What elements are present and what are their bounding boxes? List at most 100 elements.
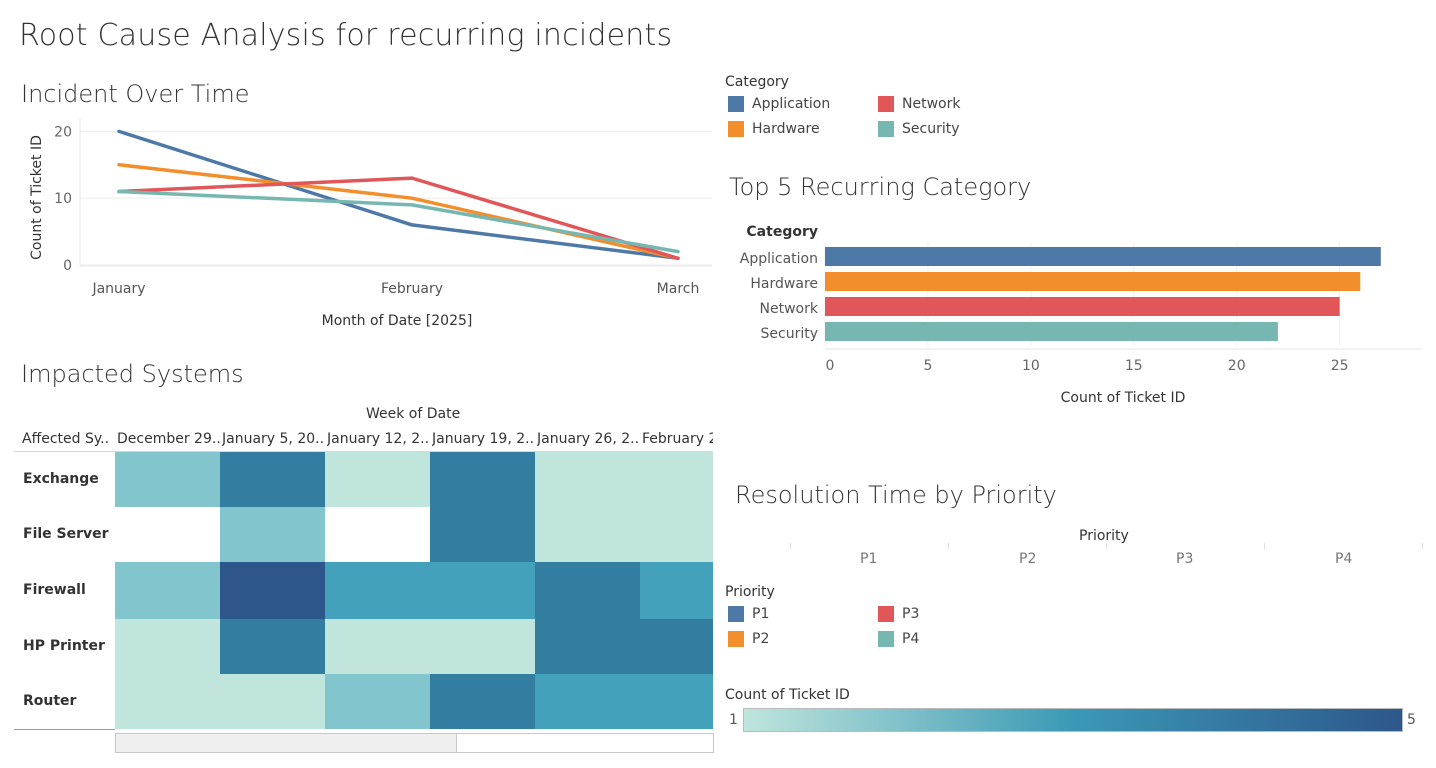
heatmap-cell[interactable]: [220, 674, 325, 729]
heatmap-cell[interactable]: [535, 452, 640, 507]
scrollbar-thumb[interactable]: [116, 734, 457, 752]
bar-category-header: Category: [746, 224, 818, 240]
series-line-security: [117, 189, 680, 254]
priority-legend-title: Priority: [725, 584, 775, 600]
heatmap-column-label[interactable]: January 12, 2..: [327, 431, 430, 447]
priority-column-p4: P4: [1335, 551, 1353, 567]
heatmap-cell[interactable]: [325, 562, 430, 619]
priority-divider: [948, 543, 949, 549]
series-line-application: [117, 129, 680, 261]
color-gradient-bar[interactable]: [743, 708, 1403, 732]
heatmap-cell[interactable]: [430, 507, 535, 562]
heatmap-cell[interactable]: [325, 674, 430, 729]
legend-swatch: [878, 96, 894, 112]
priority-column-p3: P3: [1176, 551, 1194, 567]
heatmap-row-label[interactable]: Exchange: [23, 470, 99, 487]
line-chart[interactable]: 0 10 20 January February March Month of Date […: [0, 110, 715, 335]
bar-application: [825, 247, 1381, 266]
heatmap-cell[interactable]: [115, 562, 220, 619]
bar-security: [825, 322, 1278, 341]
heatmap-cell[interactable]: [640, 674, 713, 729]
legend-item-network[interactable]: Network: [878, 96, 960, 112]
heatmap-cell[interactable]: [535, 674, 640, 729]
legend-item-security[interactable]: Security: [878, 121, 960, 137]
legend-swatch: [728, 631, 744, 647]
heatmap-cell[interactable]: [220, 452, 325, 507]
heatmap-cell[interactable]: [640, 452, 713, 507]
bar-chart[interactable]: Category Application Hardware Network Securi…: [725, 215, 1430, 410]
heatmap-column-label[interactable]: January 5, 20..: [222, 431, 325, 447]
legend-swatch: [878, 606, 894, 622]
legend-label: P1: [752, 606, 770, 622]
legend-item-p2[interactable]: P2: [728, 631, 769, 647]
heatmap-cell[interactable]: [220, 507, 325, 562]
legend-label: Security: [902, 121, 960, 137]
legend-swatch: [878, 121, 894, 137]
heatmap-cell[interactable]: [115, 452, 220, 507]
legend-swatch: [728, 606, 744, 622]
heatmap-bottom-divider: [14, 729, 115, 730]
horizontal-scrollbar[interactable]: [115, 733, 714, 753]
heatmap-cell[interactable]: [640, 619, 713, 674]
heatmap-column-label[interactable]: January 19, 2..: [432, 431, 535, 447]
heatmap-cell[interactable]: [325, 452, 430, 507]
legend-swatch: [728, 96, 744, 112]
legend-item-application[interactable]: Application: [728, 96, 830, 112]
x-tick-label: 0: [826, 358, 835, 374]
heatmap-row-label[interactable]: HP Printer: [23, 637, 105, 654]
x-tick-label: 15: [1125, 358, 1143, 374]
legend-item-p1[interactable]: P1: [728, 606, 769, 622]
heatmap-cell[interactable]: [220, 562, 325, 619]
priority-divider: [1422, 543, 1423, 549]
heatmap-cell[interactable]: [640, 507, 713, 562]
x-axis-title: Month of Date [2025]: [322, 313, 473, 329]
x-tick-label: 25: [1331, 358, 1349, 374]
heatmap-cell[interactable]: [640, 562, 713, 619]
legend-label: P4: [902, 631, 920, 647]
heatmap-row-label[interactable]: Router: [23, 692, 77, 709]
priority-divider: [790, 543, 791, 549]
priority-column-p2: P2: [1019, 551, 1037, 567]
color-legend-min: 1: [729, 712, 738, 728]
heatmap-cell[interactable]: [430, 619, 535, 674]
legend-label: Network: [902, 96, 961, 112]
x-tick-label: 5: [923, 358, 932, 374]
heatmap-cell[interactable]: [535, 562, 640, 619]
legend-item-p3[interactable]: P3: [878, 606, 919, 622]
x-tick-label: February: [381, 281, 443, 297]
heatmap-cell[interactable]: [535, 507, 640, 562]
heatmap-cell[interactable]: [115, 674, 220, 729]
heatmap-cell[interactable]: [115, 619, 220, 674]
series-line-hardware: [117, 163, 680, 261]
legend-swatch: [878, 631, 894, 647]
heatmap-column-label[interactable]: December 29..: [117, 431, 220, 447]
legend-item-p4[interactable]: P4: [878, 631, 919, 647]
legend-item-hardware[interactable]: Hardware: [728, 121, 820, 137]
legend-label: P3: [902, 606, 920, 622]
heatmap-row-label[interactable]: Firewall: [23, 581, 86, 598]
heatmap-column-header: Week of Date: [366, 406, 461, 422]
series-line-network: [117, 176, 680, 261]
line-chart-title: Incident Over Time: [21, 80, 250, 108]
priority-column-p1: P1: [860, 551, 878, 567]
bar-category-label: Security: [761, 326, 819, 342]
heatmap-column-label[interactable]: January 26, 2..: [537, 431, 640, 447]
heatmap-title: Impacted Systems: [21, 360, 244, 388]
heatmap-row-header[interactable]: Affected Sy..: [22, 431, 110, 447]
dashboard-title: Root Cause Analysis for recurring incide…: [19, 18, 673, 53]
heatmap-cell[interactable]: [430, 674, 535, 729]
bar-chart-title: Top 5 Recurring Category: [729, 173, 1032, 201]
heatmap-cell[interactable]: [220, 619, 325, 674]
x-tick-label: 20: [1228, 358, 1246, 374]
heatmap-column-label[interactable]: February 2: [642, 431, 713, 447]
y-tick-label: 10: [54, 191, 72, 207]
x-tick-label: January: [91, 281, 145, 297]
heatmap-cell[interactable]: [430, 562, 535, 619]
heatmap-cell[interactable]: [325, 619, 430, 674]
heatmap-cell[interactable]: [430, 452, 535, 507]
bar-category-label: Application: [740, 251, 818, 267]
heatmap-row-label[interactable]: File Server: [23, 525, 109, 542]
heatmap-cell[interactable]: [535, 619, 640, 674]
bar-category-label: Network: [760, 301, 819, 317]
resolution-title: Resolution Time by Priority: [735, 481, 1057, 509]
